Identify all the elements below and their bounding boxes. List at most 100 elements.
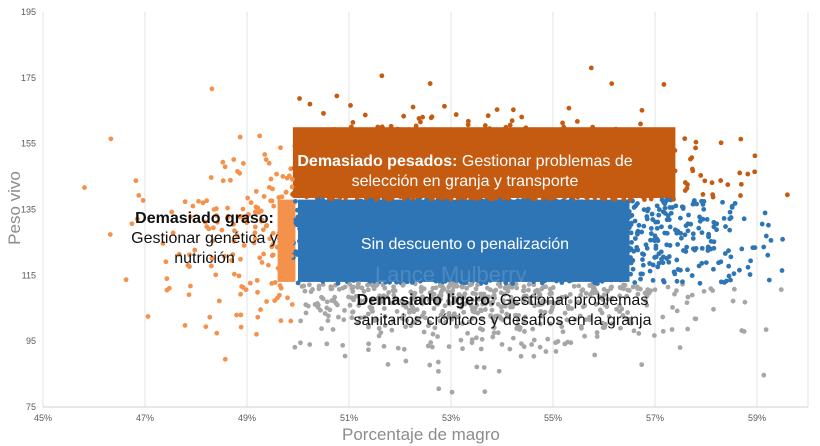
data-point (480, 212, 486, 218)
data-point (482, 389, 488, 395)
data-point (600, 180, 605, 186)
data-point (666, 254, 672, 259)
data-point (447, 268, 453, 274)
data-point (678, 235, 684, 241)
data-point (474, 302, 480, 308)
data-point (400, 208, 406, 214)
data-point (160, 241, 166, 246)
data-point (675, 242, 681, 247)
data-point (395, 247, 401, 253)
data-point (435, 265, 441, 270)
data-point (648, 237, 653, 243)
data-point (220, 159, 226, 165)
data-point (716, 260, 721, 266)
data-point (563, 262, 569, 268)
data-point (560, 198, 566, 204)
data-point (493, 207, 499, 213)
data-point (328, 284, 334, 290)
data-point (467, 282, 473, 288)
data-point (427, 362, 433, 368)
data-point (589, 202, 595, 208)
data-point (566, 273, 571, 279)
data-point (298, 318, 304, 324)
data-point (299, 272, 304, 278)
data-point (703, 260, 709, 266)
data-point (745, 171, 751, 177)
data-point (319, 326, 324, 332)
data-point (601, 286, 607, 292)
data-point (697, 218, 703, 224)
data-point (532, 303, 537, 309)
data-point (523, 142, 529, 148)
data-point (531, 337, 537, 343)
data-point (463, 209, 469, 214)
data-point (337, 247, 342, 253)
data-point (690, 201, 696, 207)
data-point (483, 194, 489, 200)
data-point (575, 194, 581, 200)
data-point (644, 245, 650, 251)
data-point (334, 198, 339, 204)
data-point (391, 160, 397, 165)
data-point (726, 263, 732, 269)
data-point (352, 182, 358, 187)
data-point (230, 252, 236, 257)
data-point (107, 232, 113, 237)
data-point (435, 188, 441, 194)
data-point (270, 230, 276, 236)
data-point (339, 226, 345, 232)
data-point (266, 160, 272, 166)
data-point (427, 207, 433, 213)
data-point (338, 211, 344, 216)
data-point (324, 341, 330, 347)
data-point (506, 195, 511, 201)
data-point (590, 175, 596, 180)
data-point (539, 216, 545, 222)
data-point (423, 202, 429, 207)
data-point (259, 260, 265, 265)
data-point (336, 230, 342, 235)
data-point (471, 211, 477, 216)
data-point (518, 274, 524, 279)
data-point (369, 282, 375, 288)
data-point (593, 256, 598, 262)
data-point (453, 112, 459, 117)
data-point (436, 132, 442, 138)
y-tick-label: 135 (21, 205, 36, 215)
data-point (353, 204, 358, 210)
data-point (410, 104, 416, 110)
data-point (684, 244, 690, 250)
annotation-ok: Sin descuento o penalización (360, 236, 570, 253)
data-point (435, 334, 440, 339)
data-point (361, 289, 367, 294)
data-point (415, 317, 421, 323)
data-point (530, 326, 536, 332)
data-point (495, 330, 501, 336)
data-point (434, 216, 440, 222)
data-point (501, 298, 506, 304)
data-point (257, 133, 263, 139)
data-point (313, 267, 319, 273)
data-point (580, 267, 586, 272)
data-point (292, 344, 298, 350)
data-point (231, 271, 237, 277)
data-point (427, 81, 433, 86)
data-point (481, 128, 487, 134)
data-point (164, 287, 170, 293)
data-point (187, 264, 192, 270)
data-point (348, 103, 353, 108)
data-point (304, 268, 310, 273)
data-point (407, 244, 413, 249)
data-point (473, 190, 479, 196)
data-point (478, 291, 484, 297)
data-point (594, 334, 600, 339)
data-point (297, 193, 303, 198)
data-point (382, 322, 388, 328)
data-point (632, 280, 638, 285)
data-point (385, 156, 391, 162)
data-point (354, 140, 359, 145)
data-point (457, 220, 463, 225)
data-point (661, 82, 667, 87)
data-point (689, 273, 695, 278)
data-point (561, 220, 567, 226)
